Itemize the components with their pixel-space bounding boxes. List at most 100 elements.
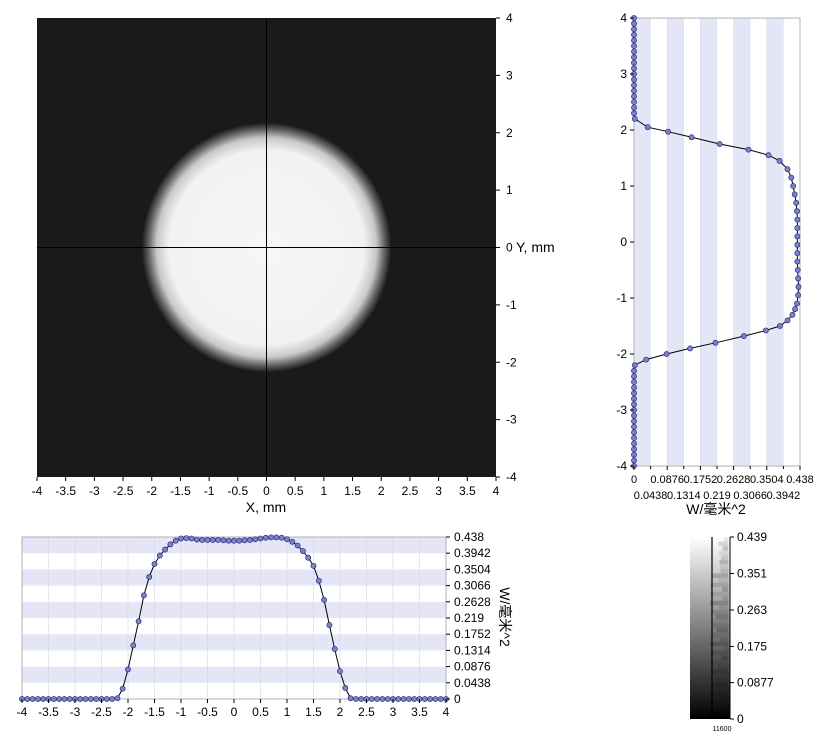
vertical-profile-point [789, 311, 796, 318]
colorbar-hist-label-low: 144 [709, 713, 721, 720]
colorbar-histogram-bin [715, 614, 728, 619]
horizontal-profile-point [241, 537, 248, 544]
horizontal-profile-point [156, 552, 163, 559]
horizontal-profile-y-tick-label: 0.1752 [454, 627, 491, 641]
horizontal-profile-point [294, 542, 301, 549]
horizontal-profile-point [368, 696, 375, 702]
horizontal-profile-point [88, 696, 94, 702]
map-x-tick-label: -4 [32, 484, 43, 498]
map-x-tick-label: -3.5 [55, 484, 76, 498]
horizontal-profile-x-tick-label: -4 [17, 705, 28, 719]
horizontal-profile-point [130, 642, 137, 649]
vertical-profile-point [663, 351, 670, 357]
vertical-profile-point [643, 356, 650, 363]
horizontal-profile-point [178, 535, 184, 542]
vertical-profile-point [631, 401, 637, 408]
horizontal-profile-point [82, 696, 89, 702]
vertical-profile-point [795, 275, 802, 282]
colorbar-histogram-bin [721, 696, 728, 701]
horizontal-profile-x-tick-label: 4 [443, 705, 450, 719]
vertical-profile-point [631, 82, 637, 89]
vertical-profile-point [631, 362, 638, 369]
horizontal-profile-y-tick-label: 0.3066 [454, 579, 491, 593]
colorbar-histogram-bin [719, 637, 728, 642]
horizontal-profile-y-tick-label: 0.1314 [454, 643, 491, 657]
horizontal-profile-point [93, 696, 100, 702]
colorbar-ticks: 0.439 0.351 0.263 0.175 0.0877 0 [730, 530, 774, 726]
colorbar-tick-label: 0.0877 [737, 676, 774, 690]
vertical-profile-band [750, 18, 767, 466]
horizontal-profile-point [432, 696, 439, 702]
colorbar-histogram-bin [710, 650, 728, 656]
vertical-profile-point [631, 59, 637, 66]
horizontal-profile-y-tick-label: 0.3504 [454, 562, 491, 576]
horizontal-profile-x-tick-label: -2 [123, 705, 134, 719]
vertical-profile-point [631, 440, 637, 447]
horizontal-profile-point [437, 696, 444, 702]
horizontal-profile-point [342, 685, 349, 691]
horizontal-profile-point [162, 546, 168, 553]
colorbar-histogram-bin [711, 573, 728, 578]
colorbar-histogram-bin [710, 641, 728, 647]
vertical-profile-x-tick-label: 0.0876 [650, 474, 684, 486]
vertical-profile-x-ticks: 0 0.0876 0.1752 0.2628 0.3504 0.438 0.0438 0.13… [631, 466, 814, 502]
vertical-profile-point [631, 20, 637, 27]
colorbar-histogram-bin [721, 555, 728, 560]
colorbar-histogram-bin [713, 623, 728, 628]
colorbar-histogram-bin [713, 618, 728, 624]
colorbar-histogram-bin [721, 587, 728, 592]
vertical-profile-point [631, 457, 637, 464]
horizontal-profile-point [273, 534, 280, 541]
horizontal-profile-point [331, 646, 338, 652]
vertical-profile-point [631, 451, 637, 458]
horizontal-profile-x-ticks: -4 -3.5 -3 -2.5 -2 -1.5 -1 -0.5 0 0.5 1 1.5 2 2.5 3 3.5… [17, 699, 450, 719]
vertical-profile-point [631, 115, 638, 122]
colorbar-histogram-bin [711, 609, 728, 615]
colorbar-histogram-bin [722, 596, 728, 601]
vertical-profile-band [766, 18, 784, 466]
horizontal-profile-y-tick-label: 0.0438 [454, 676, 491, 690]
horizontal-profile-point [215, 537, 221, 543]
vertical-profile-point [631, 76, 637, 83]
vertical-profile-point [794, 250, 801, 257]
intensity-map: -4 -3.5 -3 -2.5 -2 -1.5 -1 -0.5 0 0.5 1 1.5 2 2.5 3 3.5… [32, 11, 555, 515]
colorbar-tick-label: 0.351 [737, 566, 767, 580]
colorbar-histogram-bin [720, 655, 728, 660]
map-y-tick-label: -3 [506, 413, 517, 427]
horizontal-profile-markers [19, 534, 449, 702]
colorbar-histogram-bin [710, 709, 728, 715]
horizontal-profile-point [411, 696, 418, 702]
horizontal-profile-point [262, 534, 269, 541]
vertical-profile-point [631, 367, 637, 374]
vertical-profile-y-tick-label: 1 [620, 179, 627, 193]
horizontal-profile-point [77, 696, 84, 702]
vertical-profile-band [733, 18, 751, 466]
horizontal-profile-point [114, 695, 121, 702]
horizontal-profile-point [188, 535, 195, 542]
horizontal-profile-point [310, 562, 317, 569]
horizontal-profile-point [305, 554, 312, 561]
map-x-tick-label: 3.5 [459, 484, 476, 498]
horizontal-profile: -4 -3.5 -3 -2.5 -2 -1.5 -1 -0.5 0 0.5 1 1.5 2 2.5 3 3.5… [17, 530, 513, 719]
horizontal-profile-point [204, 537, 211, 543]
colorbar-histogram-bin [720, 568, 728, 574]
map-x-tick-label: 1 [321, 484, 328, 498]
vertical-profile-point [665, 128, 672, 135]
horizontal-profile-point [379, 696, 386, 702]
colorbar-histogram-bin [723, 705, 728, 710]
colorbar-gradient [690, 537, 730, 719]
horizontal-profile-point [50, 696, 57, 702]
map-x-tick-label: -1.5 [170, 484, 191, 498]
horizontal-profile-point [337, 668, 343, 675]
vertical-profile-band [700, 18, 717, 466]
vertical-profile-point [794, 267, 801, 273]
vertical-profile-point [631, 384, 637, 391]
vertical-profile-point [784, 317, 791, 324]
colorbar-histogram-bin [718, 605, 728, 610]
map-x-tick-label: 2 [378, 484, 385, 498]
vertical-profile-point [631, 423, 637, 430]
horizontal-profile-x-tick-label: -1 [176, 705, 187, 719]
colorbar-histogram-bin [710, 600, 728, 606]
map-y-axis-label: Y, mm [516, 239, 555, 255]
horizontal-profile-x-tick-label: 3 [390, 705, 397, 719]
